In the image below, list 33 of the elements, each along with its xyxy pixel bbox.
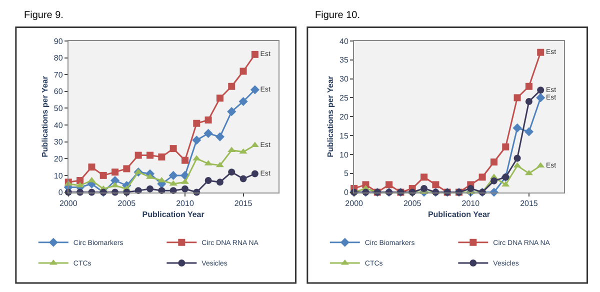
y-tick-label: 40 (340, 36, 349, 46)
chart-title: Figure 9. (24, 10, 64, 21)
y-tick-label: 30 (340, 74, 349, 84)
y-tick-label: 0 (58, 188, 64, 198)
y-tick-label: 90 (54, 36, 64, 46)
y-tick-label: 40 (54, 120, 64, 130)
y-tick-label: 30 (54, 138, 64, 147)
y-axis-title: Publications per Year (40, 76, 50, 158)
chart-title: Figure 10. (315, 10, 360, 21)
x-axis-title: Publication Year (428, 210, 490, 219)
y-tick-label: 35 (340, 56, 349, 65)
x-axis-title: Publication Year (142, 210, 204, 219)
x-tick-label: 2000 (345, 198, 364, 208)
y-tick-label: 10 (340, 150, 349, 160)
y-tick-label: 50 (54, 104, 64, 114)
y-tick-label: 10 (54, 171, 64, 180)
x-tick-label: 2005 (403, 198, 422, 208)
x-tick-label: 2015 (234, 198, 253, 208)
y-tick-label: 70 (54, 70, 64, 80)
x-tick-label: 2010 (176, 198, 194, 208)
x-tick-label: 2015 (520, 198, 538, 208)
y-tick-label: 5 (344, 169, 349, 178)
y-tick-label: 80 (54, 54, 64, 63)
x-tick-label: 2000 (59, 198, 78, 208)
x-tick-label: 2010 (462, 198, 480, 208)
y-tick-label: 25 (340, 94, 349, 103)
y-tick-label: 60 (54, 87, 64, 96)
y-tick-label: 0 (344, 188, 349, 198)
y-axis-title: Publications per Year (326, 76, 336, 158)
x-tick-label: 2005 (118, 198, 136, 208)
y-tick-label: 20 (340, 112, 349, 122)
y-tick-label: 15 (340, 131, 349, 140)
y-tick-label: 20 (54, 154, 64, 164)
